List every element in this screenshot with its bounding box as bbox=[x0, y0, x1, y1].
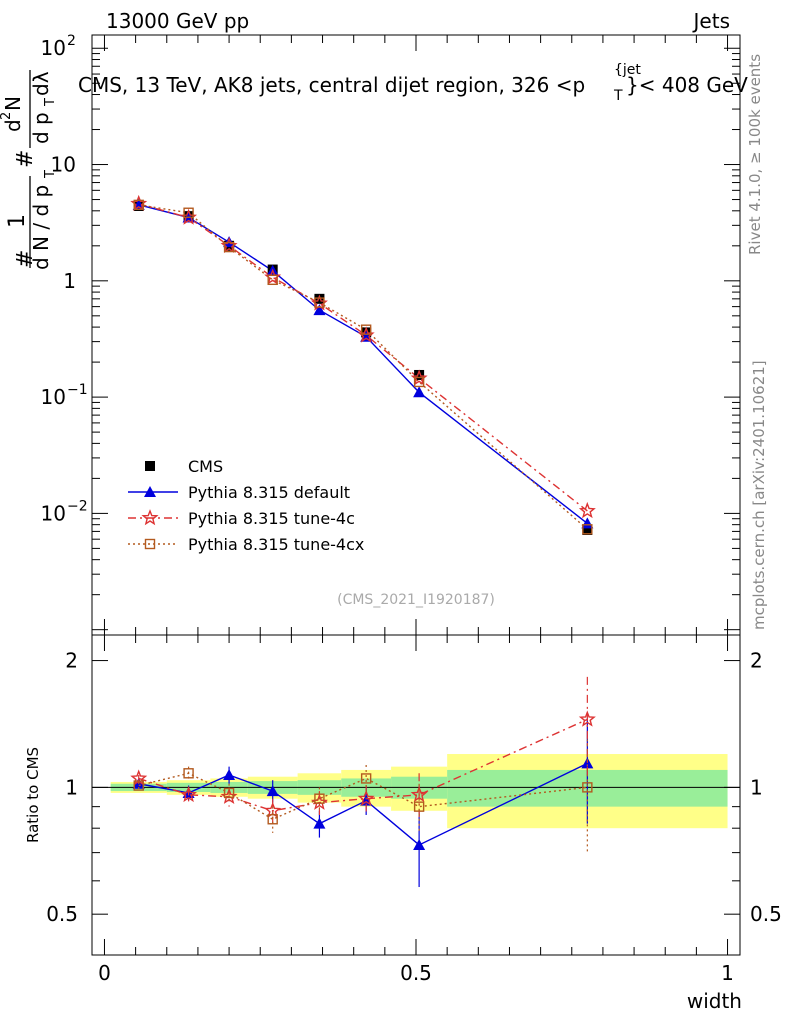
ratio-point-series-3 bbox=[413, 801, 425, 812]
ratio-point-series-2 bbox=[357, 789, 375, 807]
x-axis-title: width bbox=[687, 989, 742, 1013]
x-tick-label: 0 bbox=[98, 961, 111, 985]
cms-data-point bbox=[582, 524, 593, 535]
svg-text:dλ: dλ bbox=[29, 71, 53, 96]
main-y-tick-label: 10 bbox=[51, 153, 76, 177]
main-point-series-2 bbox=[578, 501, 596, 519]
ratio-point-series-3 bbox=[223, 787, 235, 799]
main-point-series-3 bbox=[223, 241, 235, 253]
ratio-point-series-3 bbox=[360, 773, 372, 784]
legend-label: Pythia 8.315 default bbox=[188, 483, 350, 502]
ratio-y-tick-label: 0.5 bbox=[46, 902, 78, 926]
svg-text:T: T bbox=[43, 170, 58, 179]
x-tick-label: 0.5 bbox=[400, 961, 432, 985]
ratio-point-series-2 bbox=[410, 785, 428, 803]
main-point-series-3 bbox=[360, 324, 372, 335]
svg-text:N: N bbox=[1, 96, 25, 111]
legend-marker-0 bbox=[145, 461, 155, 471]
main-y-tick-label: 10 bbox=[41, 501, 66, 525]
plot-title-end: }< 408 GeV bbox=[626, 73, 748, 97]
main-point-series-3 bbox=[183, 207, 194, 218]
ratio-y-tick-label: 2 bbox=[65, 649, 78, 673]
main-point-series-1 bbox=[413, 386, 426, 398]
main-series bbox=[130, 194, 596, 535]
ratio-point-series-1 bbox=[413, 838, 426, 850]
main-point-series-3 bbox=[133, 199, 144, 211]
main-y-tick-label: 1 bbox=[63, 269, 76, 293]
plot-title: CMS, 13 TeV, AK8 jets, central dijet reg… bbox=[78, 73, 585, 97]
main-y-tick-exponent: −1 bbox=[67, 382, 88, 398]
svg-text:#: # bbox=[13, 150, 38, 168]
legend-label: CMS bbox=[188, 457, 223, 476]
ratio-point-series-3 bbox=[183, 768, 194, 779]
category-label: Jets bbox=[692, 9, 730, 33]
main-point-series-1 bbox=[581, 517, 594, 529]
svg-text:d N / d p: d N / d p bbox=[29, 185, 53, 270]
cms-data-point bbox=[314, 293, 325, 304]
svg-text:1: 1 bbox=[5, 214, 30, 228]
analysis-watermark: (CMS_2021_I1920187) bbox=[337, 592, 495, 608]
legend-label: Pythia 8.315 tune-4cx bbox=[188, 535, 364, 554]
legend-marker-3 bbox=[144, 538, 156, 550]
ratio-point-series-1 bbox=[266, 785, 279, 797]
x-axis: 0 0.5 1 bbox=[98, 35, 734, 985]
ratio-line-2 bbox=[138, 718, 588, 812]
ratio-point-series-2 bbox=[264, 801, 282, 818]
main-y-tick-exponent: −2 bbox=[67, 498, 88, 514]
ratio-point-series-1 bbox=[223, 768, 236, 780]
x-tick-label: 1 bbox=[721, 961, 734, 985]
main-point-series-3 bbox=[413, 376, 425, 388]
svg-text:T: T bbox=[43, 98, 58, 107]
ratio-point-series-1 bbox=[581, 757, 594, 769]
main-point-series-3 bbox=[267, 274, 278, 286]
legend-marker-1 bbox=[144, 486, 156, 497]
ratio-axes: 2 2 1 1 0.5 0.5 bbox=[46, 649, 782, 956]
main-point-series-2 bbox=[410, 369, 428, 386]
plot-title-sup: {jet bbox=[614, 62, 641, 78]
ratio-point-series-3 bbox=[314, 793, 325, 804]
ratio-y-tick-label-right: 0.5 bbox=[750, 902, 782, 926]
legend-marker-2 bbox=[141, 509, 159, 526]
main-y-tick-label: 10 bbox=[41, 36, 66, 60]
ratio-point-series-2 bbox=[578, 710, 596, 727]
ratio-point-series-3 bbox=[267, 814, 278, 825]
ratio-point-series-1 bbox=[313, 817, 326, 829]
main-y-tick-exponent: 2 bbox=[67, 33, 76, 49]
rivet-label: Rivet 4.1.0, ≥ 100k events bbox=[746, 54, 764, 255]
ratio-y-tick-label: 1 bbox=[65, 775, 78, 799]
main-point-series-3 bbox=[582, 524, 593, 535]
plot-title-sub: T bbox=[613, 88, 623, 104]
cms-data-point bbox=[414, 369, 425, 380]
ratio-y-tick-label-right: 2 bbox=[750, 649, 763, 673]
main-point-series-1 bbox=[313, 304, 326, 316]
energy-label: 13000 GeV pp bbox=[106, 9, 249, 33]
main-point-series-3 bbox=[314, 297, 325, 308]
svg-text:d p: d p bbox=[29, 112, 53, 144]
ratio-point-series-3 bbox=[582, 782, 593, 793]
ratio-point-series-3 bbox=[133, 780, 144, 791]
mcplots-label: mcplots.cern.ch [arXiv:2401.10621] bbox=[750, 360, 768, 630]
main-line-3 bbox=[138, 204, 588, 530]
svg-text:d: d bbox=[1, 119, 25, 132]
ratio-axis-title: Ratio to CMS bbox=[24, 747, 42, 843]
svg-text:#: # bbox=[13, 250, 38, 268]
main-line-2 bbox=[138, 203, 588, 512]
ratio-point-series-2 bbox=[180, 785, 198, 803]
ratio-y-tick-label-right: 1 bbox=[750, 775, 763, 799]
main-point-series-1 bbox=[223, 236, 236, 248]
y-axis-label: # 1 d N / d p T # d 2 N d p T dλ bbox=[0, 70, 58, 270]
legend-label: Pythia 8.315 tune-4c bbox=[188, 509, 355, 528]
main-y-tick-label: 10 bbox=[41, 385, 66, 409]
ratio-series bbox=[130, 676, 596, 888]
svg-text:2: 2 bbox=[0, 112, 14, 120]
legend: CMS Pythia 8.315 default Pythia 8.315 tune… bbox=[128, 457, 364, 554]
